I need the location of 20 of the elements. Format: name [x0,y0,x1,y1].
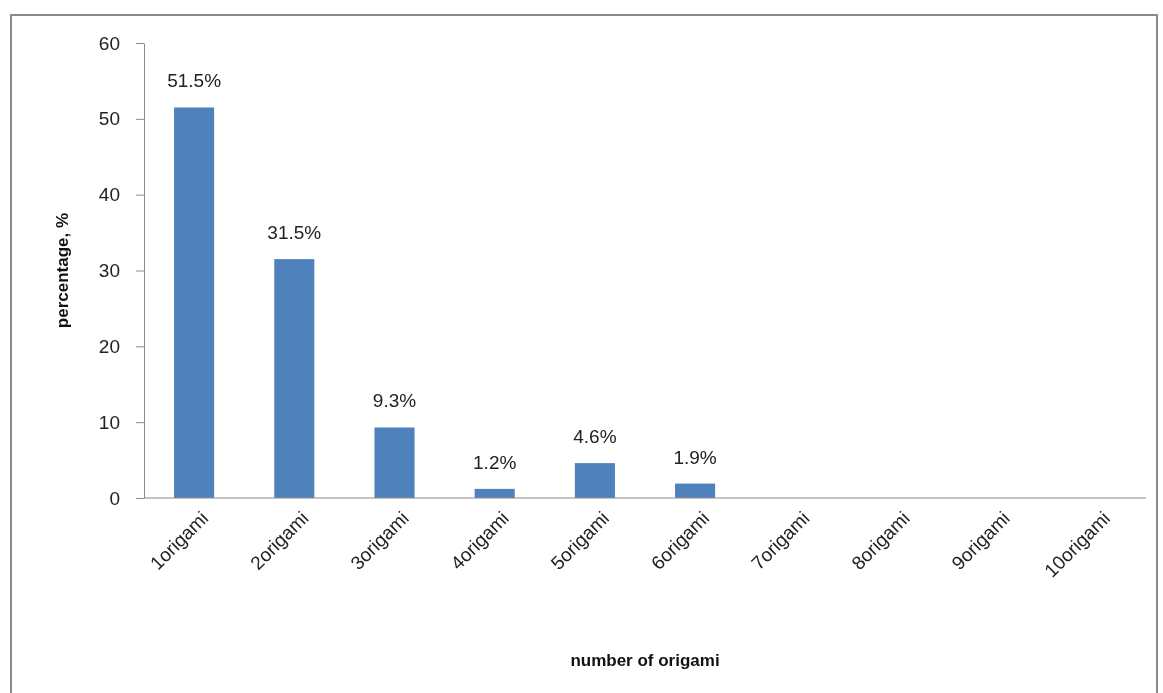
x-axis-title: number of origami [570,651,720,670]
data-label: 31.5% [267,222,322,244]
bar [675,483,716,498]
data-label: 9.3% [372,390,417,412]
y-tick-label: 30 [98,260,120,282]
y-tick-label: 20 [98,335,120,357]
y-axis-title: percentage, % [53,212,72,329]
data-label: 1.2% [473,451,517,473]
data-label: 1.9% [673,446,717,468]
bar [274,259,315,498]
y-tick-label: 10 [98,411,120,433]
y-tick-label: 0 [109,487,120,509]
bar [174,107,215,498]
data-label: 51.5% [167,70,222,92]
y-tick-label: 50 [98,108,120,130]
data-label: 4.6% [573,426,617,448]
y-tick-label: 40 [98,184,120,206]
bar [574,463,615,498]
bar [374,427,415,498]
y-tick-label: 60 [98,32,120,54]
